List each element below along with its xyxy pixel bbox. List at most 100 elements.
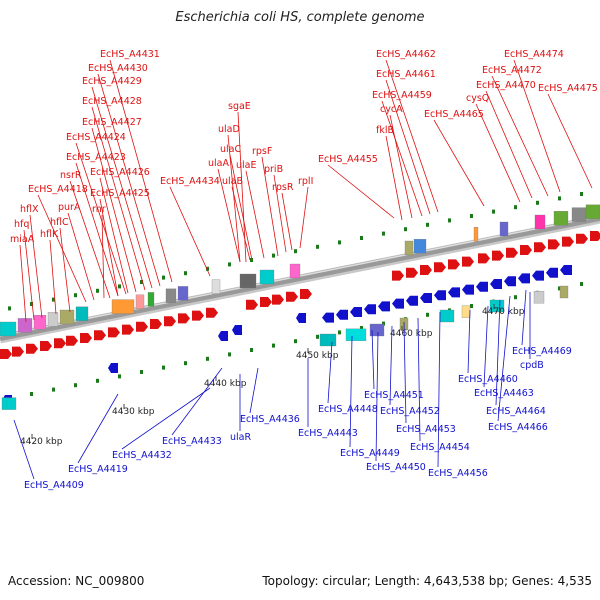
reverse-gene-arrow	[108, 363, 118, 373]
forward-gene-arrow	[40, 341, 52, 351]
forward-gene-label: EcHS_A4418	[28, 184, 88, 195]
feature-block	[165, 288, 177, 303]
forward-leader-line	[169, 186, 211, 277]
feature-block	[1, 397, 17, 410]
forward-gene-arrow	[590, 231, 600, 241]
reverse-gene-arrow	[406, 295, 418, 306]
forward-gene-arrow	[260, 297, 272, 307]
reverse-gene-label: EcHS_A4436	[240, 414, 300, 425]
reverse-leader-line	[497, 295, 511, 422]
reverse-gene-label: EcHS_A4463	[474, 388, 534, 399]
guide-dot	[250, 258, 253, 262]
forward-leader-line	[99, 177, 129, 294]
reverse-leader-line	[389, 325, 393, 406]
feature-block	[33, 315, 47, 330]
guide-dot	[382, 321, 385, 326]
forward-gene-arrow	[54, 338, 66, 349]
forward-gene-arrow	[178, 313, 190, 324]
forward-gene-label: rpsR	[272, 182, 294, 193]
reverse-leader-line	[521, 289, 527, 346]
guide-dot	[316, 244, 319, 249]
feature-block	[289, 263, 301, 279]
forward-leader-line	[97, 73, 161, 287]
guide-dot	[184, 271, 187, 276]
forward-gene-arrow	[122, 324, 134, 335]
guide-dot	[316, 334, 319, 339]
forward-leader-line	[231, 186, 251, 261]
guide-dot	[426, 222, 429, 227]
feature-block	[135, 294, 145, 309]
reverse-gene-arrow	[476, 281, 488, 292]
forward-gene-arrow	[192, 310, 204, 321]
forward-gene-label: EcHS_A4430	[88, 63, 148, 74]
forward-gene-label: EcHS_A4459	[372, 90, 432, 101]
forward-gene-arrow	[0, 349, 12, 359]
guide-dot	[404, 227, 407, 232]
reverse-gene-label: EcHS_A4448	[318, 404, 378, 415]
forward-leader-line	[547, 93, 593, 189]
kbp-tick-label: 4450 kbp	[296, 351, 339, 361]
forward-gene-arrow	[434, 262, 446, 273]
guide-dot	[492, 209, 495, 214]
reverse-gene-arrow	[336, 309, 348, 320]
reverse-gene-label: EcHS_A4450	[366, 462, 426, 473]
forward-leader-line	[59, 227, 71, 313]
reverse-gene-arrow	[420, 293, 432, 303]
reverse-gene-arrow	[392, 298, 404, 309]
forward-leader-line	[389, 114, 413, 219]
guide-dot	[206, 266, 209, 271]
forward-leader-line	[49, 239, 57, 315]
forward-gene-arrow	[26, 343, 38, 354]
forward-leader-line	[99, 198, 119, 297]
reverse-gene-arrow	[378, 301, 390, 312]
forward-gene-arrow	[492, 250, 504, 261]
reverse-gene-arrow	[504, 276, 516, 287]
forward-gene-label: hflK	[40, 229, 59, 240]
reverse-gene-arrow	[350, 307, 362, 317]
guide-dot	[272, 343, 275, 348]
forward-leader-line	[75, 162, 119, 297]
accession-text: Accession: NC_009800	[8, 574, 145, 588]
forward-leader-line	[381, 100, 423, 217]
feature-block	[211, 279, 221, 294]
reverse-gene-label: EcHS_A4409	[24, 480, 84, 491]
guide-dot	[294, 339, 297, 344]
feature-block	[75, 306, 89, 321]
forward-gene-label: cysQ	[466, 93, 489, 104]
reverse-leader-line	[417, 317, 421, 442]
forward-gene-arrow	[66, 335, 78, 346]
guide-dot	[52, 297, 55, 302]
feature-block	[111, 299, 135, 314]
guide-dot	[8, 306, 11, 311]
reverse-leader-line	[121, 387, 211, 450]
forward-gene-arrow	[576, 233, 588, 244]
feature-block	[499, 221, 509, 237]
forward-gene-label: priB	[264, 164, 283, 175]
forward-gene-arrow	[94, 330, 106, 341]
guide-dot	[536, 200, 539, 205]
guide-dot	[140, 370, 143, 374]
reverse-leader-line	[13, 419, 35, 480]
guide-dot	[360, 236, 363, 240]
forward-gene-label: EcHS_A4465	[424, 109, 484, 120]
forward-gene-label: ulaE	[236, 160, 256, 171]
reverse-leader-line	[249, 367, 259, 414]
forward-leader-line	[385, 59, 439, 213]
forward-gene-arrow	[392, 270, 404, 281]
feature-block	[413, 239, 427, 254]
reverse-leader-line	[467, 309, 471, 374]
guide-dot	[118, 284, 121, 289]
reverse-leader-line	[495, 299, 501, 406]
guide-dot	[162, 275, 165, 280]
forward-gene-arrow	[272, 294, 284, 305]
forward-gene-arrow	[406, 267, 418, 278]
feature-block	[177, 286, 189, 301]
forward-leader-line	[29, 214, 43, 319]
reverse-gene-label: EcHS_A4460	[458, 374, 518, 385]
reverse-gene-arrow	[560, 265, 572, 275]
reverse-gene-arrow	[448, 287, 460, 298]
feature-block	[404, 240, 414, 256]
feature-block	[461, 305, 471, 318]
